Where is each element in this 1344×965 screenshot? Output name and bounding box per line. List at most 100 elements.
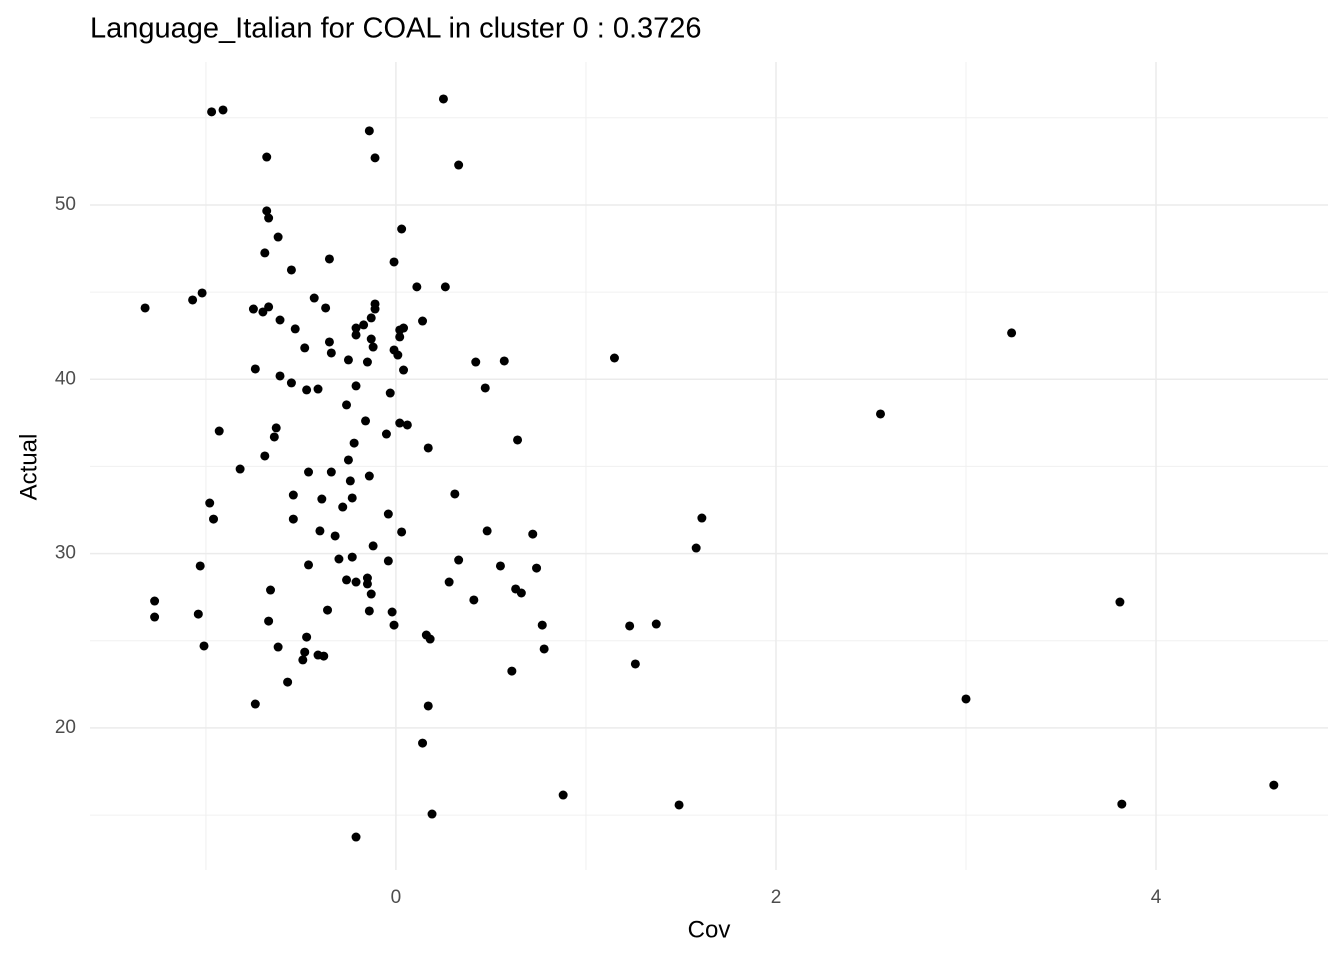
point	[366, 313, 376, 323]
point	[298, 655, 308, 665]
point	[351, 330, 361, 340]
point	[1115, 597, 1125, 607]
point	[528, 529, 538, 539]
point	[345, 476, 355, 486]
point	[412, 282, 422, 292]
point	[197, 288, 207, 298]
x-tick-label: 0	[391, 887, 402, 908]
point	[364, 606, 374, 616]
point	[321, 303, 331, 313]
point	[366, 334, 376, 344]
point	[317, 494, 327, 504]
point	[381, 429, 391, 439]
point	[205, 498, 215, 508]
point	[395, 418, 405, 428]
chart-title: Language_Italian for COAL in cluster 0 :…	[90, 13, 702, 45]
y-tick-label: 50	[55, 194, 76, 215]
point	[140, 303, 150, 313]
point	[304, 560, 314, 570]
point	[402, 420, 412, 430]
point	[250, 364, 260, 374]
point	[188, 295, 198, 305]
point	[349, 438, 359, 448]
point	[469, 595, 479, 605]
point	[315, 526, 325, 536]
point	[674, 800, 684, 810]
point	[324, 254, 334, 264]
point	[262, 152, 272, 162]
point	[499, 356, 509, 366]
point	[423, 701, 433, 711]
point	[1117, 799, 1127, 809]
point	[288, 514, 298, 524]
point	[286, 378, 296, 388]
point	[250, 699, 260, 709]
point	[1269, 780, 1279, 790]
point	[343, 355, 353, 365]
point	[397, 527, 407, 537]
point	[283, 677, 293, 687]
point	[875, 409, 885, 419]
point	[342, 575, 352, 585]
point	[323, 605, 333, 615]
x-tick-label: 2	[771, 887, 782, 908]
point	[418, 316, 428, 326]
point	[513, 435, 523, 445]
point	[359, 320, 369, 330]
point	[389, 257, 399, 267]
point	[338, 502, 348, 512]
point	[558, 790, 568, 800]
point	[440, 282, 450, 292]
point	[273, 232, 283, 242]
point	[214, 426, 224, 436]
point	[370, 304, 380, 314]
point	[361, 416, 371, 426]
point	[399, 323, 409, 333]
point	[351, 577, 361, 587]
point	[425, 634, 435, 644]
point	[609, 353, 619, 363]
point	[362, 357, 372, 367]
point	[269, 432, 279, 442]
point	[370, 153, 380, 163]
point	[319, 651, 329, 661]
point	[364, 126, 374, 136]
point	[418, 738, 428, 748]
point	[351, 381, 361, 391]
point	[286, 265, 296, 275]
point	[313, 384, 323, 394]
point	[271, 423, 281, 433]
point	[438, 94, 448, 104]
point	[482, 526, 492, 536]
point	[218, 105, 228, 115]
point	[262, 206, 272, 216]
point	[651, 619, 661, 629]
point	[304, 467, 314, 477]
point	[260, 248, 270, 258]
point	[351, 323, 361, 333]
point	[625, 621, 635, 631]
point	[389, 620, 399, 630]
point	[383, 556, 393, 566]
point	[347, 493, 357, 503]
point	[383, 509, 393, 519]
point	[397, 224, 407, 234]
point	[366, 589, 376, 599]
point	[248, 304, 258, 314]
point	[427, 809, 437, 819]
point	[324, 337, 334, 347]
y-tick-label: 40	[55, 368, 76, 389]
point	[209, 514, 219, 524]
x-tick-label: 4	[1151, 887, 1162, 908]
point	[351, 832, 361, 842]
point	[334, 554, 344, 564]
point	[260, 451, 270, 461]
point	[342, 400, 352, 410]
point	[235, 464, 245, 474]
point	[326, 348, 336, 358]
point	[290, 324, 300, 334]
y-axis-title: Actual	[15, 434, 42, 501]
point	[362, 579, 372, 589]
